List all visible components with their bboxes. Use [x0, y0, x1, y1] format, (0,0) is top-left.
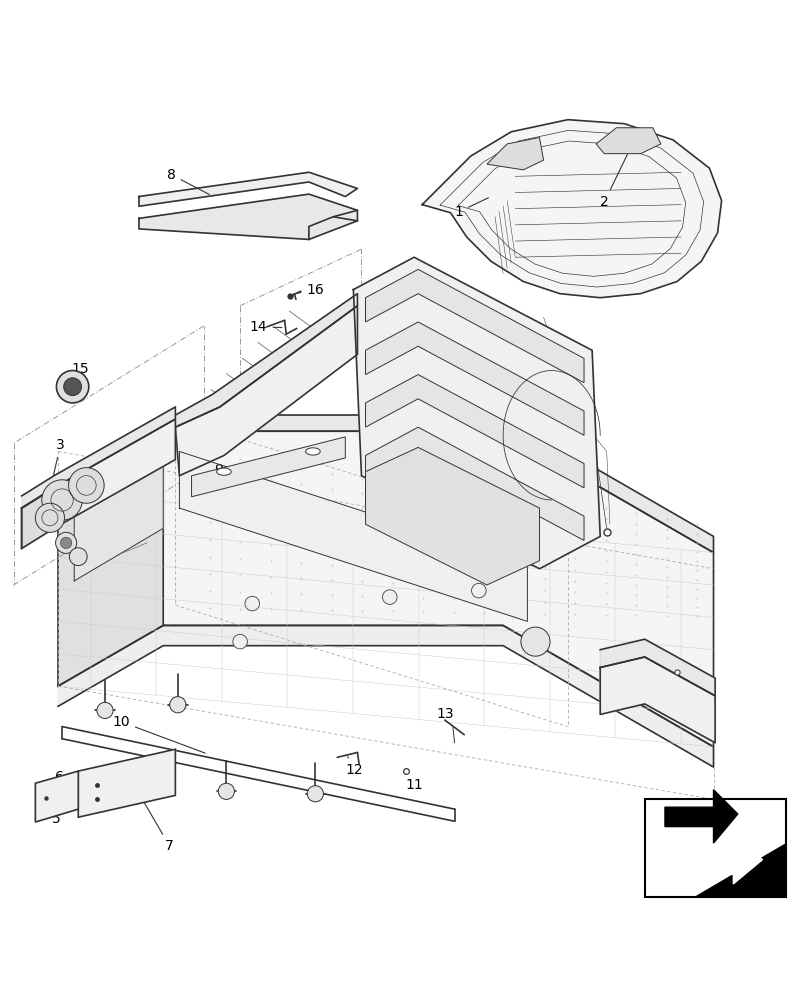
Polygon shape	[595, 128, 660, 154]
Polygon shape	[58, 625, 713, 767]
Polygon shape	[365, 375, 583, 488]
Text: 15: 15	[72, 362, 89, 384]
Text: 2: 2	[599, 155, 627, 209]
Polygon shape	[175, 294, 357, 427]
Polygon shape	[599, 657, 714, 743]
Circle shape	[169, 697, 186, 713]
Circle shape	[471, 583, 486, 598]
Ellipse shape	[217, 468, 231, 475]
Polygon shape	[22, 419, 175, 549]
Polygon shape	[78, 749, 175, 817]
Circle shape	[42, 480, 82, 520]
Polygon shape	[22, 407, 175, 508]
Polygon shape	[599, 639, 714, 696]
Polygon shape	[58, 415, 713, 553]
Polygon shape	[365, 269, 583, 383]
Polygon shape	[22, 488, 54, 549]
Text: 11: 11	[405, 771, 423, 792]
Circle shape	[68, 468, 104, 503]
Polygon shape	[693, 843, 785, 897]
Circle shape	[69, 548, 87, 566]
Circle shape	[55, 532, 76, 553]
Polygon shape	[179, 451, 526, 621]
Text: 9: 9	[213, 459, 265, 477]
Circle shape	[218, 783, 234, 799]
Polygon shape	[365, 427, 583, 540]
Circle shape	[36, 503, 64, 532]
Circle shape	[382, 590, 397, 604]
Text: 13: 13	[436, 707, 453, 727]
Text: 14: 14	[250, 320, 281, 334]
Polygon shape	[58, 431, 713, 747]
Polygon shape	[139, 194, 357, 239]
Circle shape	[56, 371, 88, 403]
Text: 12: 12	[345, 757, 363, 777]
Text: 8: 8	[167, 168, 209, 194]
Circle shape	[521, 627, 549, 656]
Bar	[644, 799, 785, 897]
Text: 3: 3	[46, 438, 65, 505]
Polygon shape	[365, 322, 583, 435]
Ellipse shape	[305, 448, 320, 455]
Polygon shape	[690, 835, 762, 884]
Text: 5: 5	[52, 801, 61, 826]
Polygon shape	[74, 455, 163, 581]
Polygon shape	[58, 431, 163, 686]
Polygon shape	[175, 306, 357, 476]
Text: 6: 6	[50, 770, 64, 785]
Text: 4: 4	[675, 702, 705, 724]
Circle shape	[233, 634, 247, 649]
Circle shape	[63, 378, 81, 396]
Text: 1: 1	[453, 198, 488, 219]
Text: 16: 16	[297, 283, 324, 297]
Circle shape	[307, 786, 323, 802]
Polygon shape	[353, 257, 599, 569]
Polygon shape	[36, 771, 78, 822]
Text: 7: 7	[131, 779, 174, 853]
Polygon shape	[139, 172, 357, 206]
Polygon shape	[487, 137, 543, 170]
Circle shape	[60, 537, 71, 549]
Text: 10: 10	[112, 715, 205, 753]
Polygon shape	[664, 790, 737, 843]
Polygon shape	[422, 120, 721, 298]
Circle shape	[97, 702, 113, 718]
Circle shape	[245, 596, 260, 611]
Polygon shape	[191, 437, 345, 497]
Polygon shape	[365, 447, 539, 585]
